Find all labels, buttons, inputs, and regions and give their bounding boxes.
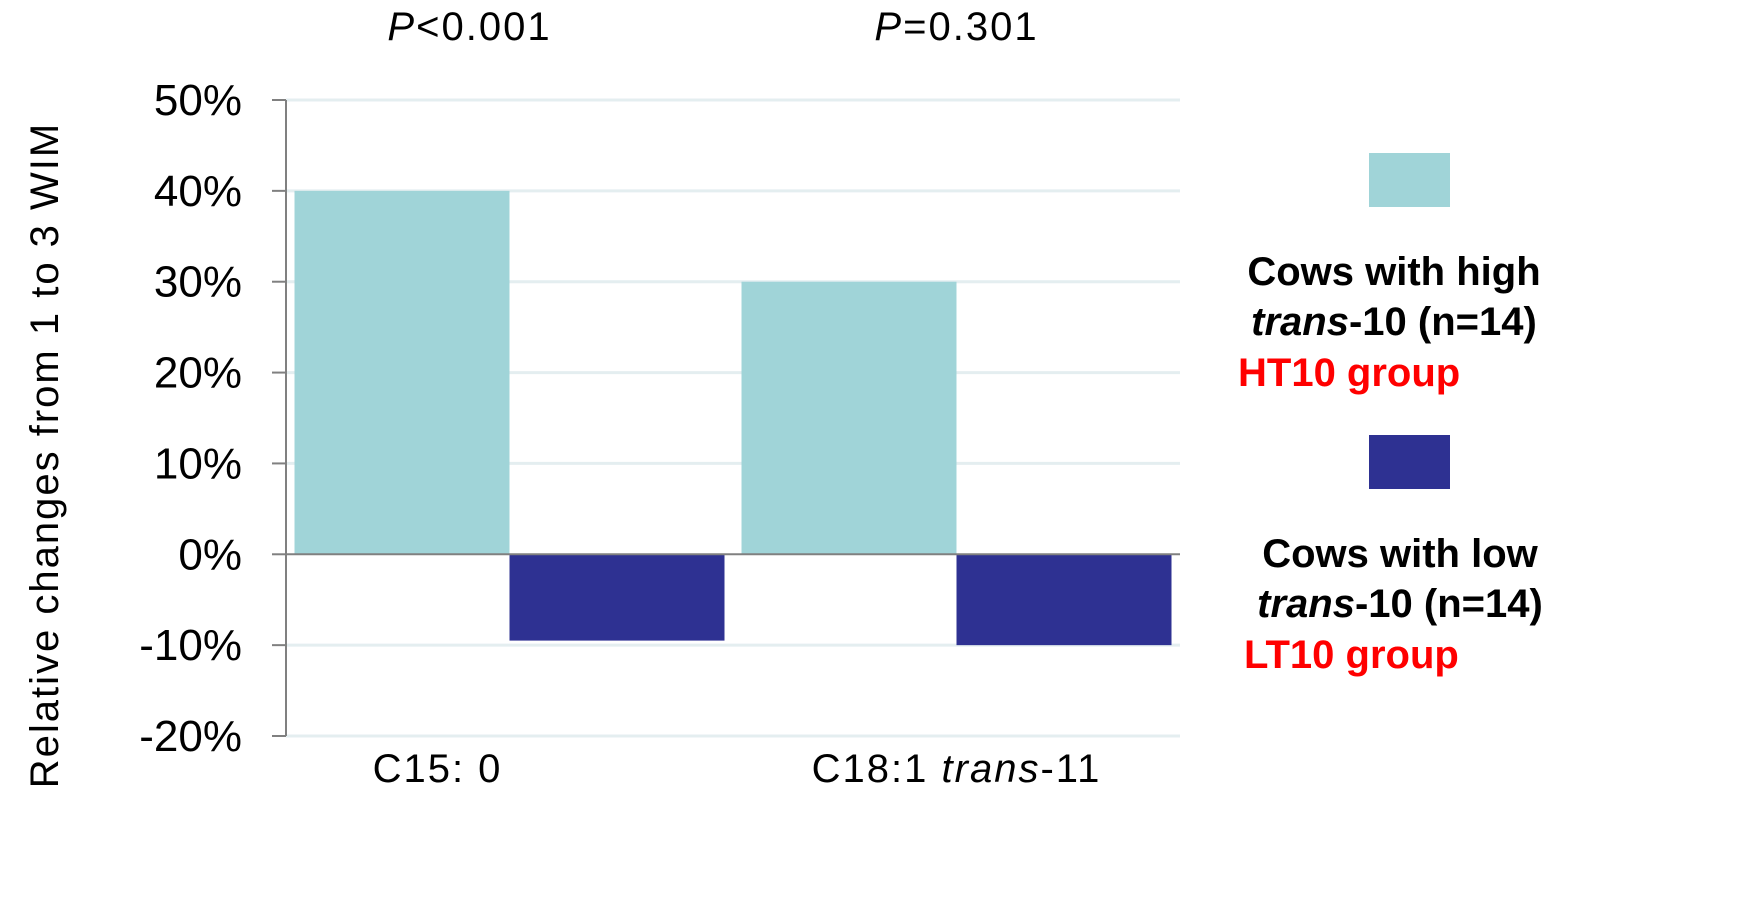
legend-swatch [1369, 435, 1450, 489]
p-value-label: P<0.001 [387, 5, 551, 49]
y-tick-label: 20% [154, 349, 242, 398]
p-value-label: P=0.301 [874, 5, 1038, 49]
y-tick-label: 40% [154, 167, 242, 216]
axes [272, 99, 1180, 737]
legend-label: Cows with low [1262, 532, 1538, 576]
x-tick-label: C15: 0 [373, 747, 503, 791]
x-tick-labels: C15: 0 C18:1 trans-11 [373, 747, 1102, 791]
legend-label: trans-10 (n=14) [1257, 582, 1543, 626]
bar [294, 190, 510, 555]
y-axis-label: Relative changes from 1 to 3 WIM [23, 122, 67, 788]
bars [294, 190, 1172, 646]
legend-swatch [1369, 153, 1450, 207]
legend-group-label: HT10 group [1238, 351, 1460, 395]
y-tick-labels: 50% 40% 30% 20% 10% 0% -10% -20% [139, 76, 242, 761]
y-tick-label: 0% [178, 530, 242, 579]
y-tick-label: 50% [154, 76, 242, 125]
legend: Cows with high trans-10 (n=14) HT10 group C… [1238, 153, 1543, 677]
y-tick-label: -20% [139, 712, 242, 761]
p-value-labels: P<0.001 P=0.301 [387, 5, 1038, 49]
y-tick-label: -10% [139, 621, 242, 670]
x-tick-label: C18:1 trans-11 [812, 747, 1102, 791]
bar [509, 554, 725, 641]
legend-label: trans-10 (n=14) [1251, 300, 1537, 344]
bar [956, 554, 1172, 646]
legend-group-label: LT10 group [1244, 633, 1459, 677]
y-tick-label: 30% [154, 258, 242, 307]
y-tick-label: 10% [154, 439, 242, 488]
bar [741, 281, 957, 555]
legend-label: Cows with high [1247, 250, 1540, 294]
